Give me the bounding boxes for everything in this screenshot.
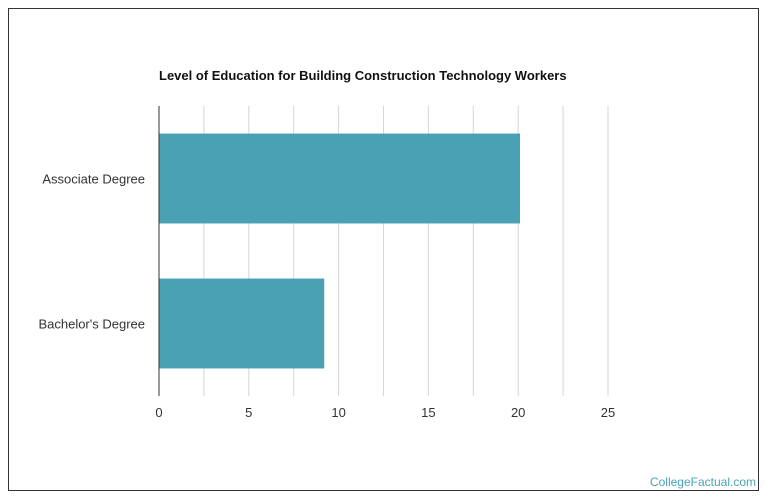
category-label: Bachelor's Degree (38, 317, 145, 332)
x-tick-label: 0 (155, 405, 162, 420)
bar[interactable] (159, 278, 325, 369)
chart-title: Level of Education for Building Construc… (159, 68, 567, 83)
x-tick-label: 15 (421, 405, 435, 420)
site-brand-link[interactable]: CollegeFactual.com (649, 475, 756, 489)
x-axis-ticks: 0 5 10 15 20 25 (155, 405, 615, 420)
x-tick-label: 20 (511, 405, 525, 420)
bar[interactable] (159, 133, 520, 224)
category-labels: Associate Degree Bachelor's Degree (38, 172, 145, 332)
x-tick-label: 25 (601, 405, 615, 420)
x-tick-label: 10 (331, 405, 345, 420)
category-label: Associate Degree (42, 172, 145, 187)
x-tick-label: 5 (245, 405, 252, 420)
bars (159, 133, 520, 369)
